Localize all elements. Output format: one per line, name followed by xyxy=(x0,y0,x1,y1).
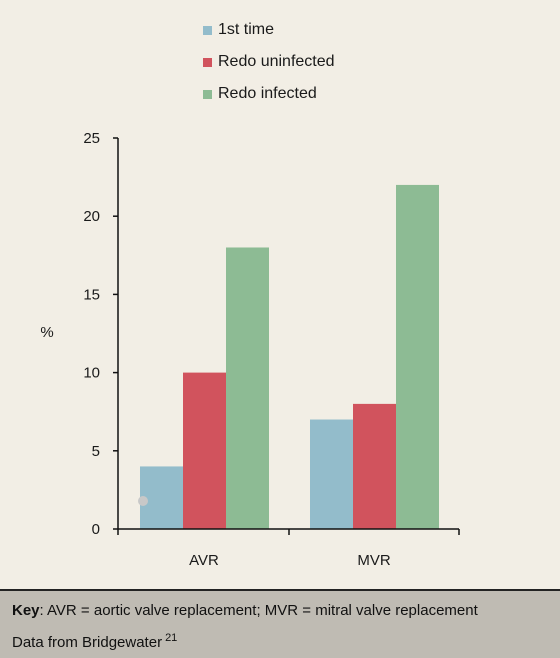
axes-group: 0 5 10 15 20 25 AVR MVR xyxy=(83,130,460,569)
bar-mvr-1st-time xyxy=(310,419,353,529)
marker-dot xyxy=(138,496,148,506)
y-tick-label-5: 5 xyxy=(92,443,100,460)
y-tick-label-25: 25 xyxy=(83,130,100,147)
bar-mvr-redo-infected xyxy=(396,184,439,530)
chart-legend: 1st time Redo uninfected Redo infected xyxy=(203,14,335,110)
source-reference: 21 xyxy=(165,632,178,644)
bar-avr-redo-infected xyxy=(226,247,269,530)
bars-group xyxy=(140,184,439,530)
x-tick-label-avr: AVR xyxy=(189,552,219,569)
y-tick-label-15: 15 xyxy=(83,286,100,303)
y-tick-label-20: 20 xyxy=(83,208,100,225)
source-text: Data from Bridgewater xyxy=(12,634,163,651)
bar-chart: 0 5 10 15 20 25 AVR MVR % xyxy=(40,130,460,569)
y-tick-label-0: 0 xyxy=(92,521,100,538)
legend-swatch xyxy=(203,89,212,99)
y-axis-label: % xyxy=(40,324,53,341)
bar-avr-redo-uninfected xyxy=(183,372,226,529)
legend-label: Redo infected xyxy=(218,85,317,102)
y-tick-label-10: 10 xyxy=(83,365,100,382)
legend-item-redo-uninfected: Redo uninfected xyxy=(203,46,335,78)
figure-caption: Key: AVR = aortic valve replacement; MVR… xyxy=(0,589,560,658)
legend-item-redo-infected: Redo infected xyxy=(203,78,335,110)
bar-mvr-redo-uninfected xyxy=(353,403,396,529)
x-tick-label-mvr: MVR xyxy=(357,552,391,569)
key-line: Key: AVR = aortic valve replacement; MVR… xyxy=(12,600,548,627)
key-text: : AVR = aortic valve replacement; MVR = … xyxy=(39,602,478,619)
bar-avr-1st-time xyxy=(140,466,183,529)
legend-swatch xyxy=(203,57,212,67)
key-label: Key xyxy=(12,602,40,619)
legend-label: 1st time xyxy=(218,21,275,38)
source-line: Data from Bridgewater 21 xyxy=(12,627,548,654)
legend-label: Redo uninfected xyxy=(218,53,335,70)
legend-swatch xyxy=(203,25,212,35)
legend-item-1st-time: 1st time xyxy=(203,14,335,46)
